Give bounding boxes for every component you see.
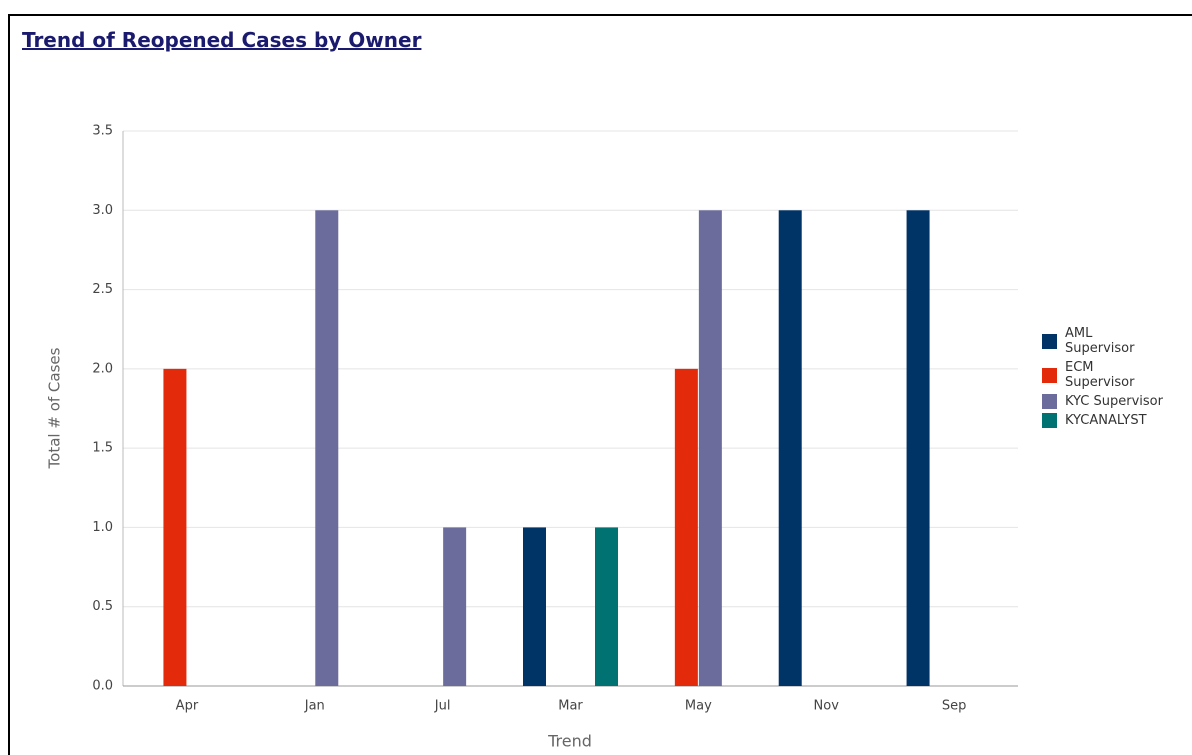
x-tick-label: Sep bbox=[942, 699, 967, 714]
bar bbox=[698, 210, 722, 687]
panel bbox=[8, 14, 1192, 755]
bar bbox=[315, 210, 339, 687]
legend-label: KYCANALYST bbox=[1065, 413, 1147, 428]
bar bbox=[443, 527, 467, 686]
legend-swatch bbox=[1042, 394, 1057, 409]
bar bbox=[523, 527, 546, 686]
y-tick-label: 0.5 bbox=[92, 599, 113, 614]
x-tick-label: Jul bbox=[434, 699, 451, 714]
legend-swatch bbox=[1042, 333, 1057, 349]
x-tick-label: Jan bbox=[304, 699, 325, 714]
y-axis-label: Total # of Cases bbox=[46, 347, 64, 469]
y-tick-label: 1.0 bbox=[92, 520, 113, 535]
bar bbox=[674, 368, 698, 686]
y-tick-label: 0.0 bbox=[92, 679, 113, 694]
x-tick-label: Mar bbox=[558, 699, 583, 714]
x-tick-label: Nov bbox=[814, 699, 840, 714]
legend-item: KYCANALYST bbox=[1042, 413, 1187, 428]
y-tick-label: 2.5 bbox=[92, 282, 113, 297]
legend-item: KYC Supervisor bbox=[1042, 394, 1187, 409]
bar bbox=[163, 368, 187, 686]
y-tick-label: 2.0 bbox=[92, 361, 113, 376]
legend-label: KYC Supervisor bbox=[1065, 394, 1163, 409]
x-tick-label: May bbox=[685, 699, 712, 714]
chart-title[interactable]: Trend of Reopened Cases by Owner bbox=[22, 28, 422, 52]
legend-label: ECM Supervisor bbox=[1065, 360, 1135, 390]
legend: AML Supervisor ECM Supervisor KYC Supervis… bbox=[1042, 326, 1187, 432]
y-tick-label: 3.0 bbox=[92, 203, 113, 218]
y-tick-label: 3.5 bbox=[92, 124, 113, 139]
legend-item: ECM Supervisor bbox=[1042, 360, 1187, 390]
x-axis-label: Trend bbox=[547, 732, 592, 751]
x-tick-label: Apr bbox=[176, 699, 199, 714]
legend-swatch bbox=[1042, 413, 1057, 428]
bar bbox=[906, 210, 930, 687]
bar bbox=[595, 527, 618, 686]
legend-label: AML Supervisor bbox=[1065, 326, 1135, 356]
bar bbox=[778, 210, 802, 687]
legend-swatch bbox=[1042, 367, 1057, 383]
legend-item: AML Supervisor bbox=[1042, 326, 1187, 356]
y-tick-label: 1.5 bbox=[92, 441, 113, 456]
